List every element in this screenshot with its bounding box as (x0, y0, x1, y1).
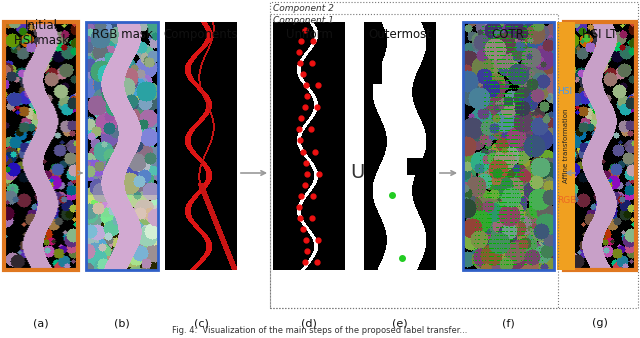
Text: (g): (g) (592, 318, 608, 328)
Bar (4, 22, 78, 270)
Text: RGB: RGB (557, 196, 577, 205)
Bar (270, 14, 558, 308)
Text: COTR: COTR (492, 28, 524, 41)
Text: (a): (a) (33, 318, 49, 328)
Bar (557, 22, 575, 270)
Bar (86, 22, 158, 270)
Text: RGB mask: RGB mask (92, 28, 152, 41)
Bar (270, 2, 638, 308)
Text: (d): (d) (301, 318, 317, 328)
Bar (564, 22, 636, 270)
Text: Affine transformation: Affine transformation (563, 109, 569, 183)
Text: Components: Components (164, 28, 238, 41)
Text: (e): (e) (392, 318, 408, 328)
Text: Outermost: Outermost (369, 28, 431, 41)
Text: (f): (f) (502, 318, 515, 328)
Text: Fig. 4:  Visualization of the main steps of the proposed label transfer...: Fig. 4: Visualization of the main steps … (172, 326, 468, 335)
Text: U: U (350, 164, 364, 183)
Text: (b): (b) (114, 318, 130, 328)
Text: (c): (c) (193, 318, 209, 328)
Text: Uniform: Uniform (285, 28, 332, 41)
Text: HSI LT: HSI LT (582, 28, 618, 41)
Text: Initial
HSI mask: Initial HSI mask (13, 19, 68, 47)
Text: Component 2: Component 2 (273, 4, 334, 13)
Text: HSI: HSI (557, 87, 572, 96)
Bar (463, 22, 554, 270)
Text: Component 1: Component 1 (273, 16, 334, 25)
